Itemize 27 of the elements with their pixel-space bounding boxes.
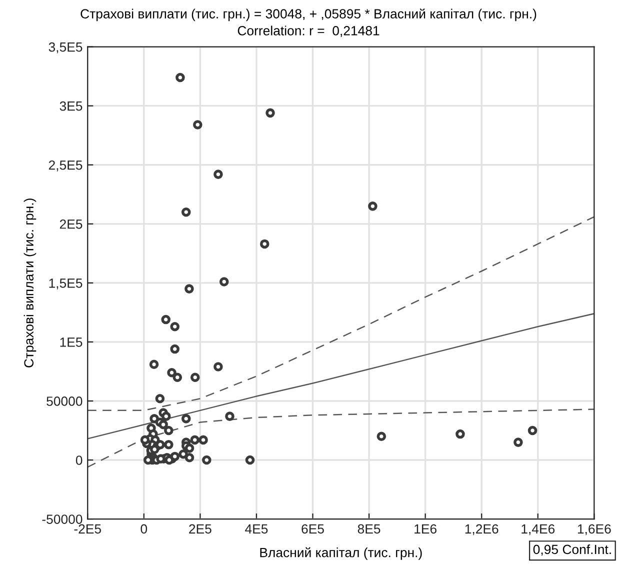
x-tick-label: 2E5 (189, 524, 212, 534)
x-tick-label: 1,2E6 (465, 524, 498, 536)
y-tick-label: 3,5E5 (48, 42, 82, 54)
y-tick-label: 1E5 (60, 338, 82, 347)
text: 0,95 Conf.Int. (533, 544, 611, 556)
x-tick-label: 1E6 (414, 524, 436, 534)
y-tick-label: 2,5E5 (48, 160, 82, 172)
y-tick-label: 2E5 (60, 219, 82, 229)
x-tick-label: 4E5 (245, 524, 268, 534)
line-series (88, 408, 594, 468)
x-tick-label: 6E5 (302, 524, 324, 534)
y-tick-label: -50000 (42, 514, 82, 524)
line-series (88, 216, 594, 412)
y-tick-label: 0 (76, 456, 82, 465)
chart-title: Страхові виплати (тис. грн.) = 30048, + ,05895 * Власний капітал (тис. грн.) (80, 8, 536, 22)
y-tick-label: 1,5E5 (49, 278, 82, 290)
x-tick-label: 8E5 (358, 524, 380, 534)
line-series (88, 313, 594, 440)
x-tick-label: 1,6E6 (578, 524, 611, 536)
chart-subtitle: Correlation: r = 0,21481 (238, 26, 380, 37)
y-axis-title: Страхові виплати (тис. грн.) (24, 198, 36, 368)
x-tick-label: 0 (140, 524, 148, 534)
y-tick-label: 50000 (46, 396, 82, 406)
x-tick-label: 1,4E6 (522, 524, 555, 536)
x-axis-title: Власний капітал (тис. грн.) (260, 547, 422, 560)
x-tick-label: -2E5 (74, 524, 101, 534)
y-tick-label: 3E5 (60, 101, 82, 111)
